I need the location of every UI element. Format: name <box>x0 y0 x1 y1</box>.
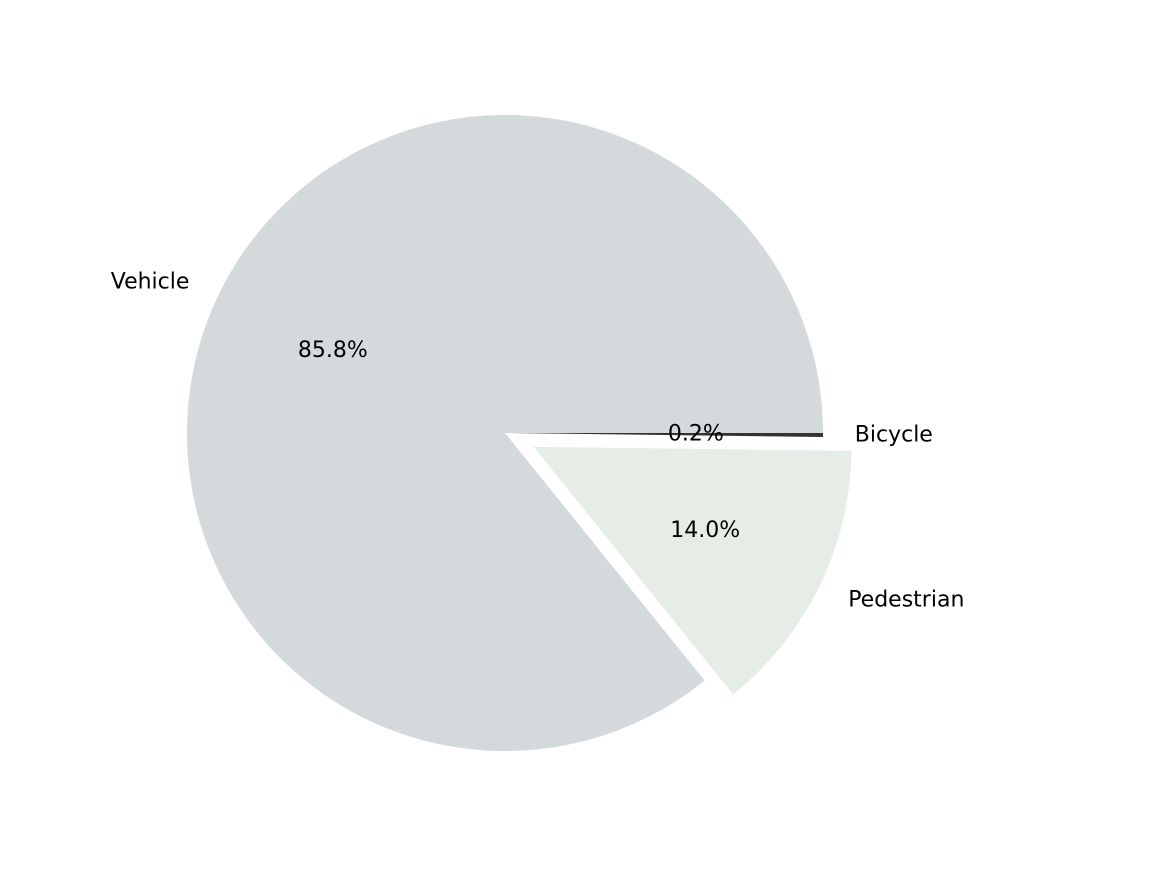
pie-slices <box>186 115 852 751</box>
pie-slice-pedestrian <box>533 446 852 695</box>
pie-pct-label-pedestrian: 14.0% <box>670 518 740 543</box>
pie-category-label-pedestrian: Pedestrian <box>848 587 964 612</box>
pie-labels: 0.2% Bicycle 14.0% Pedestrian 85.8% Vehicle <box>111 270 965 613</box>
pie-pct-label-vehicle: 85.8% <box>298 338 368 363</box>
pie-category-label-bicycle: Bicycle <box>855 423 933 448</box>
pie-slice-vehicle <box>186 115 823 751</box>
pie-slice-bicycle <box>505 433 823 437</box>
pie-category-label-vehicle: Vehicle <box>111 270 190 295</box>
pie-pct-label-bicycle: 0.2% <box>668 422 724 447</box>
